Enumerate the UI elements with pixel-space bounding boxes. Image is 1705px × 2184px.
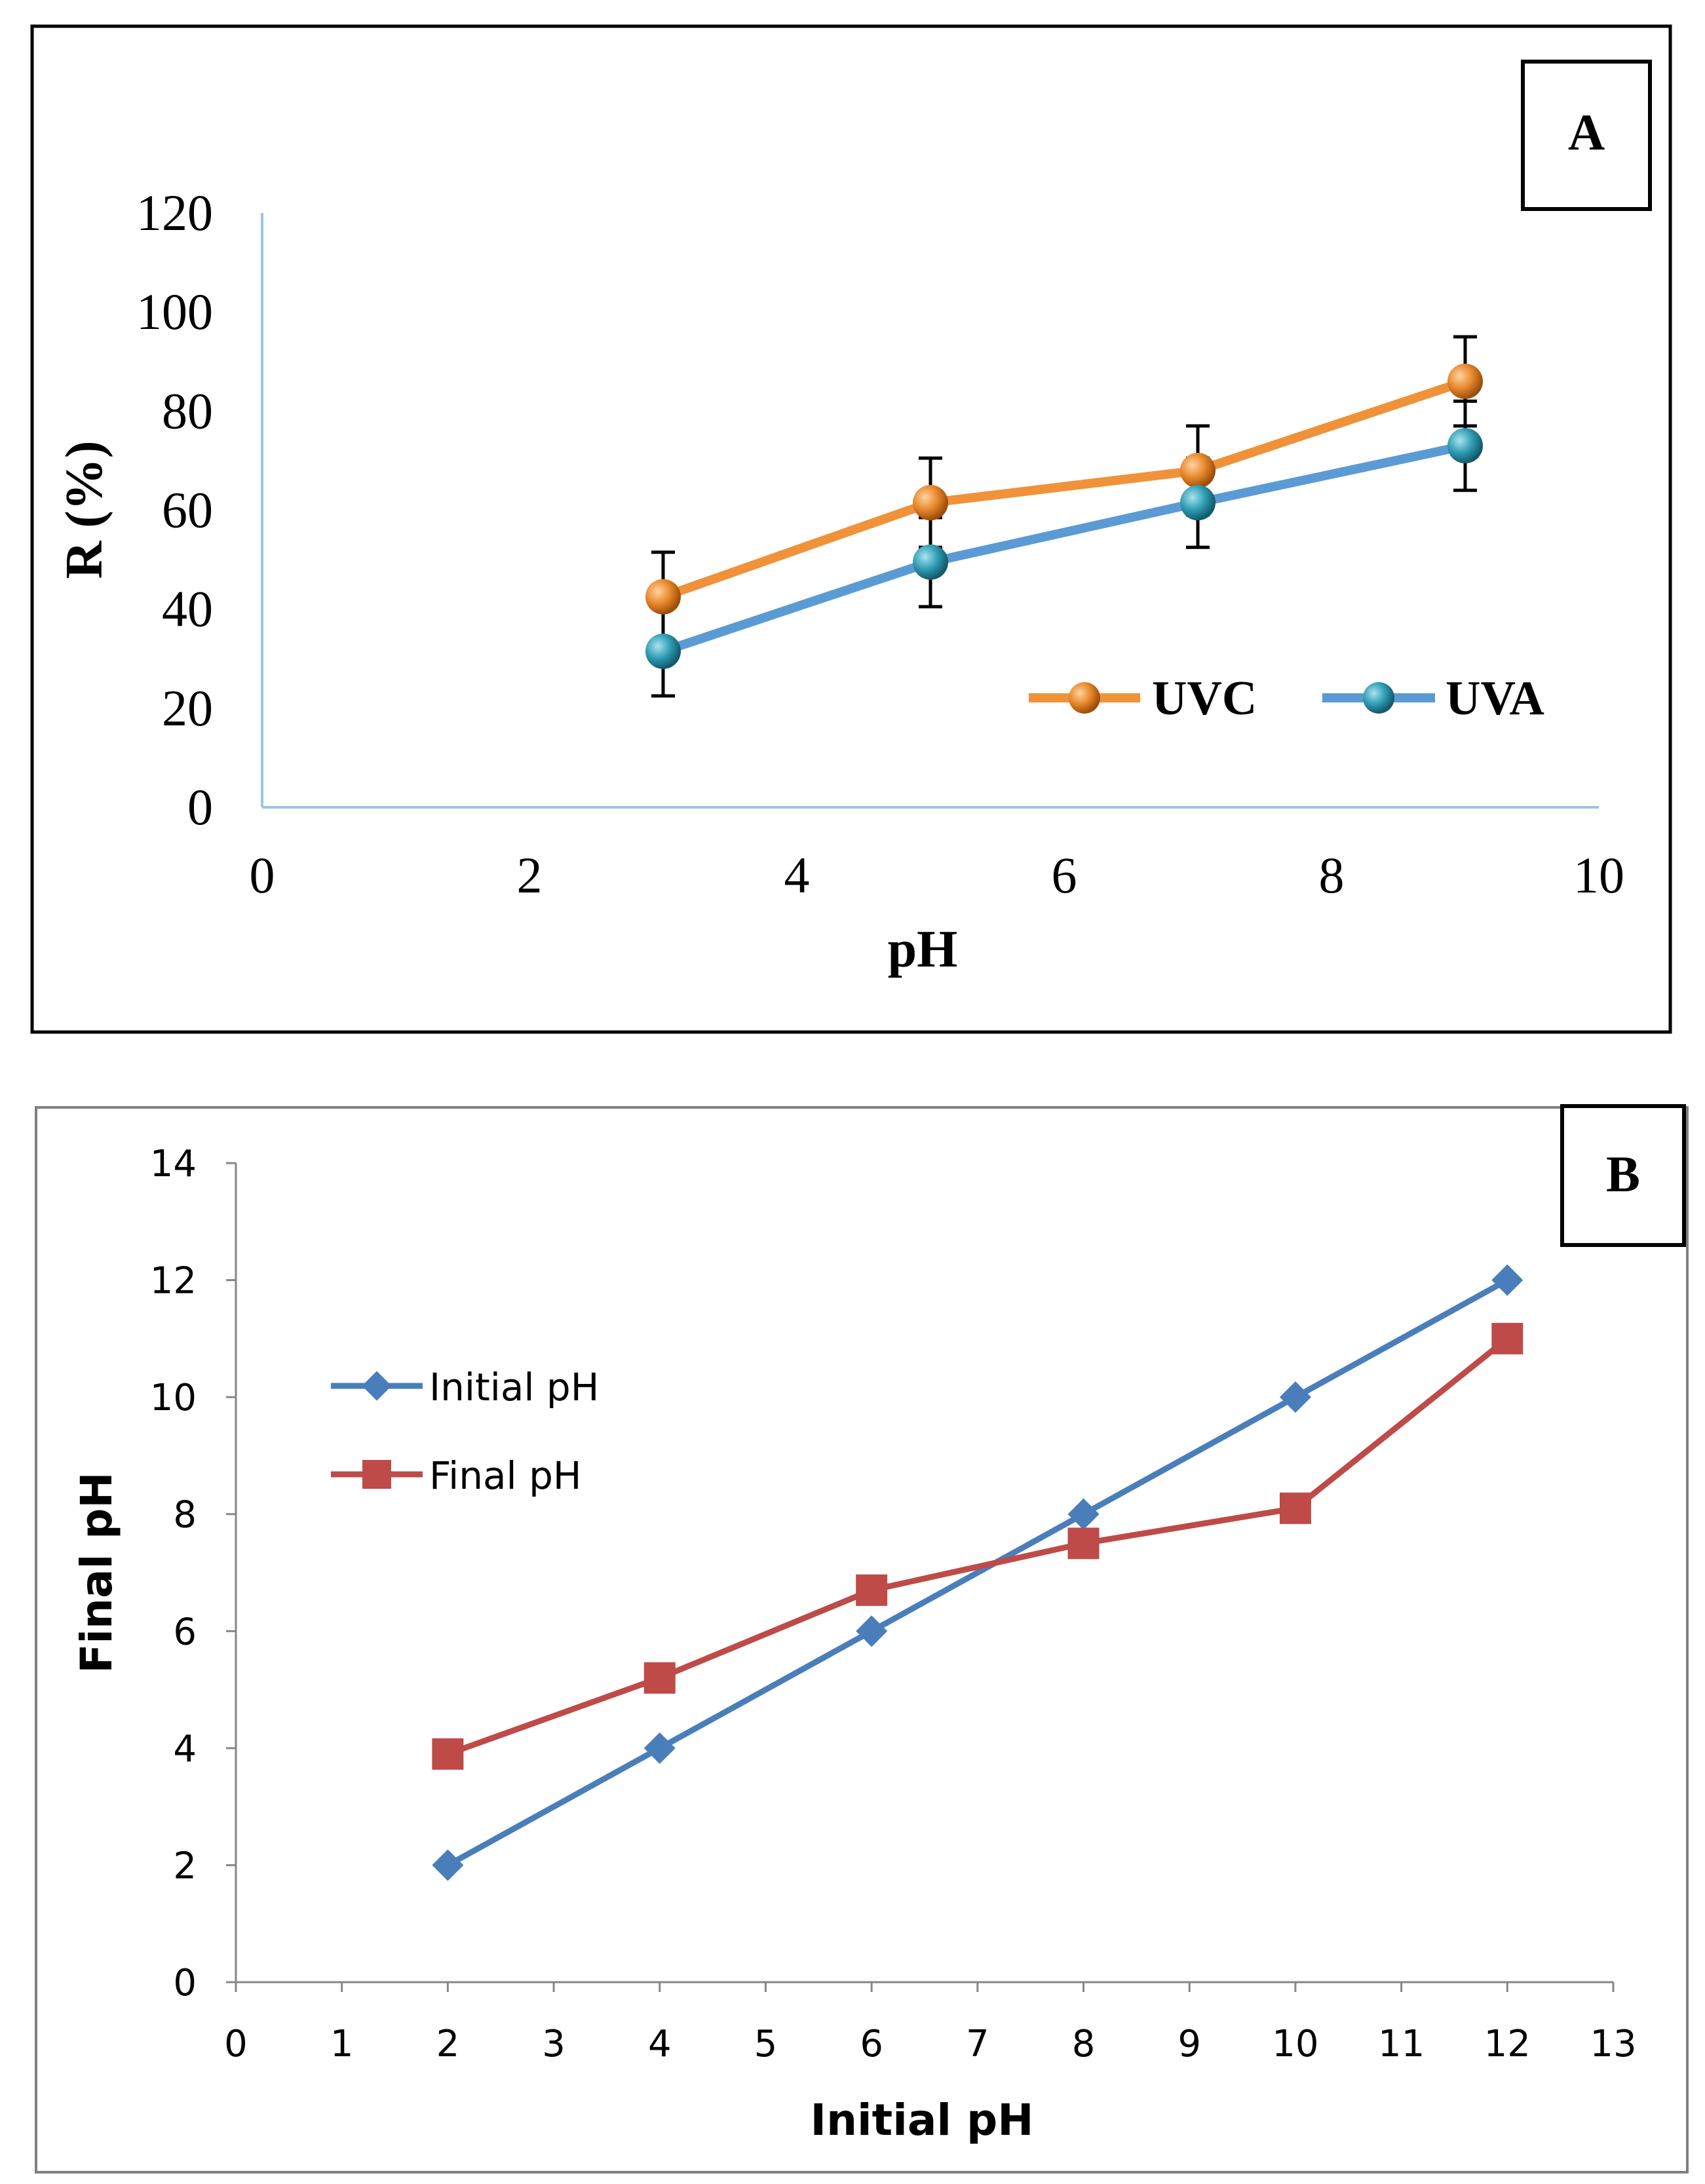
chart-b-point-initial-ph: [1279, 1381, 1311, 1413]
chart-a-x-tick-label: 8: [1319, 847, 1345, 904]
chart-b-point-final-ph: [432, 1738, 464, 1770]
chart-a-point-uvc: [645, 579, 681, 615]
chart-b-x-tick-label: 7: [966, 2023, 989, 2065]
chart-b-legend: Initial pH Final pH: [331, 1365, 599, 1498]
chart-b-x-tick-label: 1: [330, 2023, 354, 2065]
chart-a-legend-marker-uva: [1363, 682, 1394, 714]
chart-a-y-tick-labels: 0 20 40 60 80 100 120: [136, 184, 213, 835]
chart-b-x-tick-label: 13: [1590, 2023, 1636, 2065]
chart-b-x-tick-label: 11: [1378, 2023, 1425, 2065]
chart-b-point-initial-ph: [1067, 1498, 1100, 1530]
chart-a-plot-area: [645, 335, 1483, 698]
chart-b-x-tick-label: 8: [1072, 2023, 1096, 2065]
chart-a-y-tick-label: 80: [162, 382, 213, 439]
chart-b-y-tick-labels: 0 2 4 6 8 10 12 14: [150, 1143, 236, 2004]
chart-a-point-uvc: [1447, 363, 1483, 399]
chart-a-legend-marker-uvc: [1069, 682, 1100, 714]
chart-a-y-tick-label: 100: [136, 283, 213, 340]
chart-b-legend-label-initial: Initial pH: [429, 1365, 599, 1409]
chart-a-y-tick-label: 40: [162, 581, 213, 638]
chart-b-y-tick-label: 6: [173, 1611, 197, 1653]
chart-a-x-tick-label: 4: [784, 847, 810, 904]
chart-a-y-tick-label: 60: [162, 482, 213, 539]
chart-b-x-tick-label: 10: [1272, 2023, 1318, 2065]
chart-b-point-final-ph: [1067, 1527, 1100, 1560]
chart-b-y-tick-label: 14: [150, 1143, 197, 1185]
chart-b-plot-area: [432, 1264, 1523, 1881]
chart-a-y-tick-label: 120: [136, 184, 213, 241]
chart-b-legend-marker-initial: [362, 1371, 392, 1401]
chart-b-point-initial-ph: [856, 1615, 888, 1647]
chart-b-panel-label-box: [1560, 1104, 1686, 1247]
chart-a-line-uvc: [659, 376, 1470, 602]
chart-a-x-axis-title: pH: [888, 921, 958, 978]
chart-a-x-tick-label: 0: [250, 847, 275, 904]
chart-b-point-final-ph: [1279, 1492, 1311, 1524]
chart-b-panel-label: B: [1606, 1145, 1640, 1202]
chart-a-point-uva: [645, 633, 681, 669]
chart-b-x-tick-label: 9: [1178, 2023, 1201, 2065]
chart-a-point-uvc: [1180, 453, 1216, 489]
chart-b-legend-label-final: Final pH: [429, 1453, 582, 1498]
chart-a-y-axis-title: R (%): [56, 440, 113, 579]
chart-a-legend-label-uvc: UVC: [1152, 672, 1257, 725]
chart-a-x-tick-label: 2: [517, 847, 543, 904]
chart-b-x-tick-label: 2: [436, 2023, 460, 2065]
chart-b-legend-item-final: Final pH: [331, 1453, 582, 1498]
chart-a-point-uva: [1447, 428, 1483, 464]
chart-b-y-axis-title: Final pH: [71, 1472, 122, 1673]
chart-b-x-tick-label: 5: [754, 2023, 778, 2065]
chart-a-panel-label-box: [1521, 60, 1652, 211]
chart-b-x-tick-label: 12: [1484, 2023, 1531, 2065]
chart-b-x-axis-title: Initial pH: [811, 2095, 1034, 2145]
chart-a-legend-label-uva: UVA: [1446, 672, 1544, 725]
chart-a-y-tick-label: 0: [187, 778, 213, 835]
chart-b-point-initial-ph: [1491, 1264, 1523, 1296]
chart-b-x-tick-label: 0: [224, 2023, 248, 2065]
chart-b-y-tick-label: 8: [173, 1494, 197, 1537]
chart-a-line-uva: [659, 441, 1470, 656]
chart-b-x-tick-labels: 0 1 2 3 4 5 6 7 8 9 10 11 12 13: [224, 1982, 1637, 2065]
chart-b-x-tick-label: 4: [648, 2023, 672, 2065]
chart-a-point-uvc: [913, 485, 948, 521]
chart-b-y-tick-label: 10: [150, 1377, 197, 1419]
chart-b-y-tick-label: 0: [173, 1962, 197, 2004]
chart-b-legend-marker-final: [362, 1460, 391, 1489]
chart-a-legend-item-uva: UVA: [1322, 672, 1544, 725]
chart-b-legend-item-initial: Initial pH: [331, 1365, 599, 1409]
chart-b-y-tick-label: 2: [173, 1845, 197, 1887]
chart-a-x-tick-label: 6: [1052, 847, 1077, 904]
chart-a-x-tick-labels: 0 2 4 6 8 10: [250, 847, 1625, 904]
chart-b-point-initial-ph: [432, 1849, 464, 1881]
chart-b-point-final-ph: [1491, 1322, 1523, 1354]
chart-b-y-tick-label: 4: [173, 1728, 197, 1771]
chart-b-point-initial-ph: [643, 1732, 676, 1764]
chart-b-y-tick-label: 12: [150, 1260, 197, 1303]
chart-a-point-uva: [1180, 485, 1216, 521]
chart-a-point-uva: [913, 544, 948, 580]
chart-a-x-tick-label: 10: [1573, 847, 1624, 904]
chart-b-line-final-ph: [446, 1336, 1510, 1757]
chart-b-x-tick-label: 3: [542, 2023, 565, 2065]
chart-a-legend-item-uvc: UVC: [1029, 672, 1257, 725]
chart-b-line-initial-ph: [446, 1277, 1509, 1868]
chart-a-legend: UVC UVA: [1029, 672, 1544, 725]
chart-b-point-final-ph: [856, 1574, 888, 1606]
chart-a: A 0 20 40 60 80 100 120 0 2 4 6 8 10 pH R (%) UVC U…: [30, 24, 1672, 1034]
chart-a-panel-label: A: [1568, 104, 1605, 161]
chart-b-point-final-ph: [643, 1662, 676, 1694]
chart-b-x-tick-label: 6: [860, 2023, 883, 2065]
chart-a-y-tick-label: 20: [162, 680, 213, 737]
